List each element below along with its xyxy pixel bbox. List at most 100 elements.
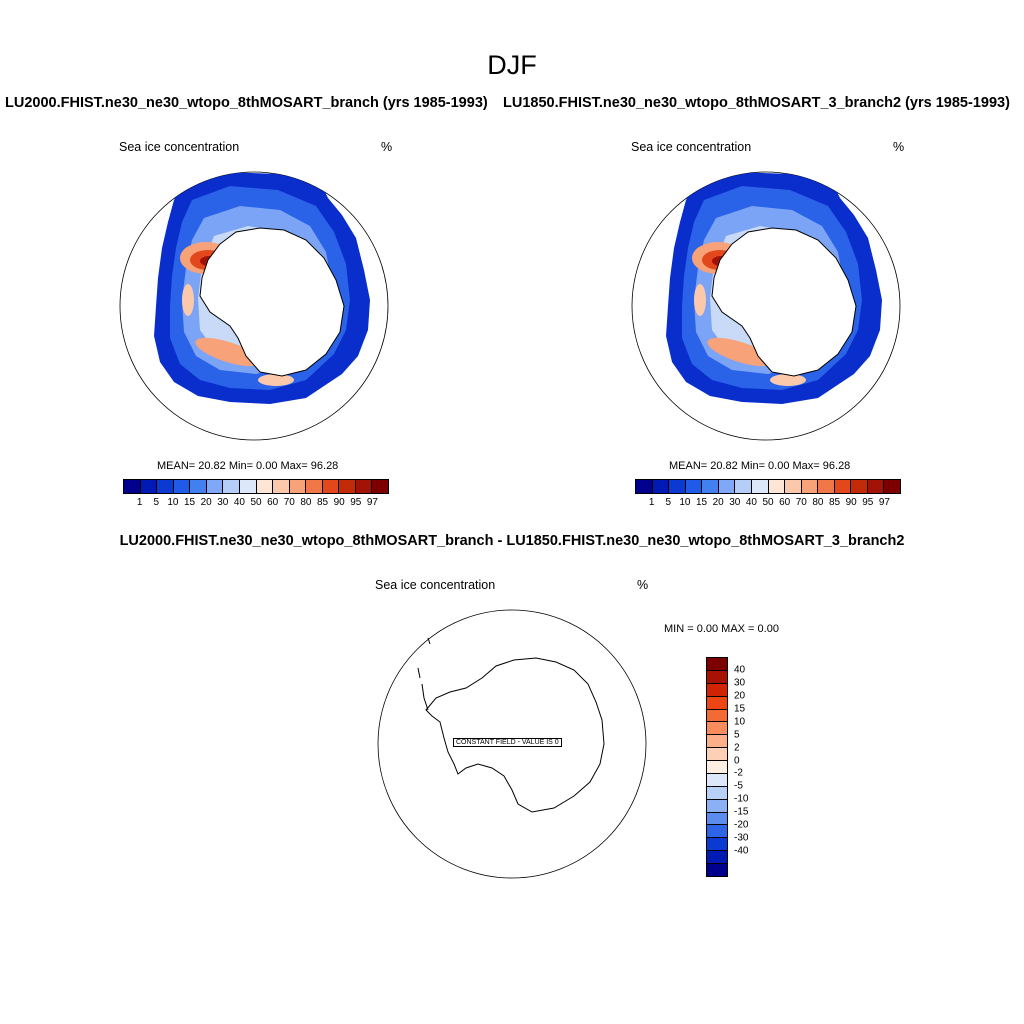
colorbar-tick-label: 15	[695, 497, 708, 508]
colorbar-swatch	[707, 825, 727, 839]
colorbar-swatch	[707, 748, 727, 761]
colorbar-swatch	[884, 480, 900, 493]
diff-polar-map	[377, 609, 647, 879]
colorbar-tick-label: 40	[745, 497, 757, 508]
colorbar-tick-label: -20	[734, 819, 749, 831]
colorbar-swatch	[372, 480, 388, 493]
colorbar-tick-label: 10	[679, 497, 691, 508]
panel-left-stats: MEAN= 20.82 Min= 0.00 Max= 96.28	[157, 460, 339, 472]
colorbar-tick-label: 95	[350, 497, 362, 508]
colorbar-swatch	[140, 480, 158, 493]
colorbar-tick-label: 5	[665, 497, 672, 508]
colorbar-tick-label: 85	[316, 497, 329, 508]
colorbar-swatch	[256, 480, 274, 493]
constant-field-label: CONSTANT FIELD - VALUE IS 0	[453, 738, 562, 747]
colorbar-tick-label: 20	[712, 497, 724, 508]
colorbar-tick-label: 5	[153, 497, 160, 508]
colorbar-tick-label: 50	[250, 497, 262, 508]
colorbar-tick-label: 30	[729, 497, 741, 508]
colorbar-swatch	[735, 480, 752, 493]
right-colorbar-ticks: 1 5 10 15 20 30 40 50 60 70 80 85 90 95 97	[635, 497, 901, 511]
colorbar-swatch	[707, 851, 727, 864]
colorbar-tick-label: 50	[762, 497, 774, 508]
panel-left-title: LU2000.FHIST.ne30_ne30_wtopo_8thMOSART_b…	[5, 95, 488, 111]
diff-colorbar	[706, 657, 728, 877]
colorbar-tick-label: 20	[200, 497, 212, 508]
colorbar-tick-label: 90	[845, 497, 857, 508]
colorbar-swatch	[768, 480, 786, 493]
sea-ice-field	[666, 172, 882, 404]
colorbar-swatch	[157, 480, 174, 493]
colorbar-swatch	[801, 480, 819, 493]
colorbar-swatch	[707, 735, 727, 749]
colorbar-tick-label: 30	[217, 497, 229, 508]
panel-right-variable: Sea ice concentration	[631, 140, 752, 154]
colorbar-tick-label: 10	[167, 497, 179, 508]
colorbar-tick-label: 70	[283, 497, 295, 508]
colorbar-swatch	[707, 670, 727, 684]
colorbar-swatch	[707, 786, 727, 800]
colorbar-tick-label: 85	[828, 497, 841, 508]
colorbar-swatch	[636, 480, 653, 493]
colorbar-swatch	[707, 761, 727, 774]
left-polar-map	[119, 171, 389, 441]
colorbar-tick-label: 5	[734, 729, 740, 741]
colorbar-swatch	[669, 480, 686, 493]
colorbar-tick-label: 70	[795, 497, 807, 508]
colorbar-tick-label: -40	[734, 845, 749, 857]
colorbar-swatch	[707, 799, 727, 813]
colorbar-tick-label: 60	[267, 497, 279, 508]
colorbar-swatch	[239, 480, 257, 493]
colorbar-swatch	[702, 480, 719, 493]
diff-panel-title: LU2000.FHIST.ne30_ne30_wtopo_8thMOSART_b…	[119, 533, 905, 549]
colorbar-tick-label: 1	[136, 497, 143, 508]
colorbar-tick-label: -15	[734, 806, 749, 818]
colorbar-tick-label: -30	[734, 832, 749, 844]
colorbar-tick-label: 60	[779, 497, 791, 508]
colorbar-swatch	[818, 480, 835, 493]
left-colorbar	[123, 479, 389, 494]
diff-panel-stats: MIN = 0.00 MAX = 0.00	[664, 623, 779, 635]
colorbar-swatch	[322, 480, 340, 493]
colorbar-tick-label: 15	[734, 703, 746, 715]
colorbar-tick-label: 80	[812, 497, 824, 508]
colorbar-swatch	[707, 683, 727, 697]
antarctic-peninsula	[417, 637, 431, 711]
colorbar-swatch	[206, 480, 224, 493]
colorbar-tick-label: 10	[734, 716, 746, 728]
colorbar-swatch	[707, 773, 727, 787]
panel-right-units: %	[893, 140, 905, 154]
colorbar-swatch	[718, 480, 736, 493]
colorbar-tick-label: 2	[734, 742, 740, 754]
colorbar-swatch	[785, 480, 802, 493]
left-colorbar-ticks: 1 5 10 15 20 30 40 50 60 70 80 85 90 95 97	[123, 497, 389, 511]
colorbar-swatch	[685, 480, 703, 493]
colorbar-tick-label: 80	[300, 497, 312, 508]
colorbar-swatch	[173, 480, 191, 493]
sea-ice-field	[154, 172, 370, 404]
diff-panel-variable: Sea ice concentration	[375, 578, 496, 592]
colorbar-swatch	[306, 480, 323, 493]
right-polar-map	[631, 171, 901, 441]
colorbar-tick-label: 40	[233, 497, 245, 508]
colorbar-tick-label: 1	[648, 497, 655, 508]
colorbar-swatch	[355, 480, 373, 493]
colorbar-swatch	[707, 709, 727, 723]
diff-panel-units: %	[637, 578, 649, 592]
colorbar-swatch	[273, 480, 290, 493]
panel-left-variable: Sea ice concentration	[119, 140, 240, 154]
colorbar-tick-label: 0	[734, 755, 740, 767]
colorbar-swatch	[707, 658, 727, 671]
colorbar-tick-label: -10	[734, 793, 749, 805]
colorbar-tick-label: 95	[862, 497, 874, 508]
colorbar-tick-label: 97	[366, 497, 378, 508]
colorbar-tick-label: 40	[734, 664, 746, 676]
colorbar-swatch	[707, 838, 727, 852]
right-colorbar	[635, 479, 901, 494]
main-title: DJF	[487, 50, 537, 80]
colorbar-swatch	[339, 480, 356, 493]
colorbar-swatch	[867, 480, 885, 493]
panel-right-title: LU1850.FHIST.ne30_ne30_wtopo_8thMOSART_3…	[503, 95, 1010, 111]
panel-right-stats: MEAN= 20.82 Min= 0.00 Max= 96.28	[669, 460, 851, 472]
colorbar-swatch	[289, 480, 307, 493]
